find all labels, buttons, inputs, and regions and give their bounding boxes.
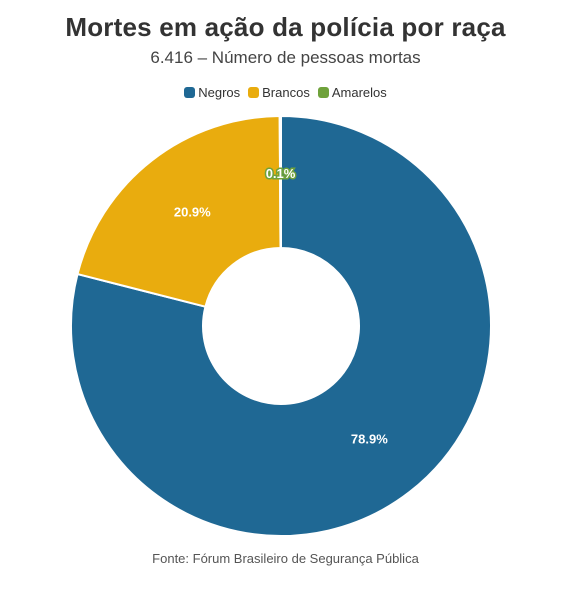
slice-brancos[interactable]	[76, 114, 282, 308]
legend-item-brancos[interactable]: Brancos	[248, 85, 310, 100]
legend-swatch-amarelos	[317, 87, 329, 98]
slice-amarelos[interactable]	[278, 114, 282, 250]
legend-swatch-negros	[184, 87, 196, 98]
legend-item-amarelos[interactable]: Amarelos	[317, 85, 387, 100]
chart-subtitle: 6.416 – Número de pessoas mortas	[150, 48, 421, 67]
legend-item-negros[interactable]: Negros	[184, 85, 240, 100]
data-label-negros: 78.9%	[351, 432, 388, 447]
donut-labels: 78.9% 20.9% 0.1%	[174, 165, 388, 447]
chart-source: Fonte: Fórum Brasileiro de Segurança Púb…	[152, 551, 419, 566]
data-label-brancos: 20.9%	[174, 205, 211, 220]
legend-label-brancos: Brancos	[262, 85, 310, 100]
legend-label-negros: Negros	[198, 85, 241, 100]
chart-legend: Negros Brancos Amarelos	[0, 85, 571, 100]
chart-title: Mortes em ação da polícia por raça	[65, 12, 506, 42]
donut-slices	[70, 114, 492, 537]
data-label-amarelos: 0.1%	[266, 166, 296, 181]
legend-label-amarelos: Amarelos	[331, 85, 387, 100]
legend-swatch-brancos	[248, 87, 260, 98]
slice-negros[interactable]	[70, 114, 492, 537]
